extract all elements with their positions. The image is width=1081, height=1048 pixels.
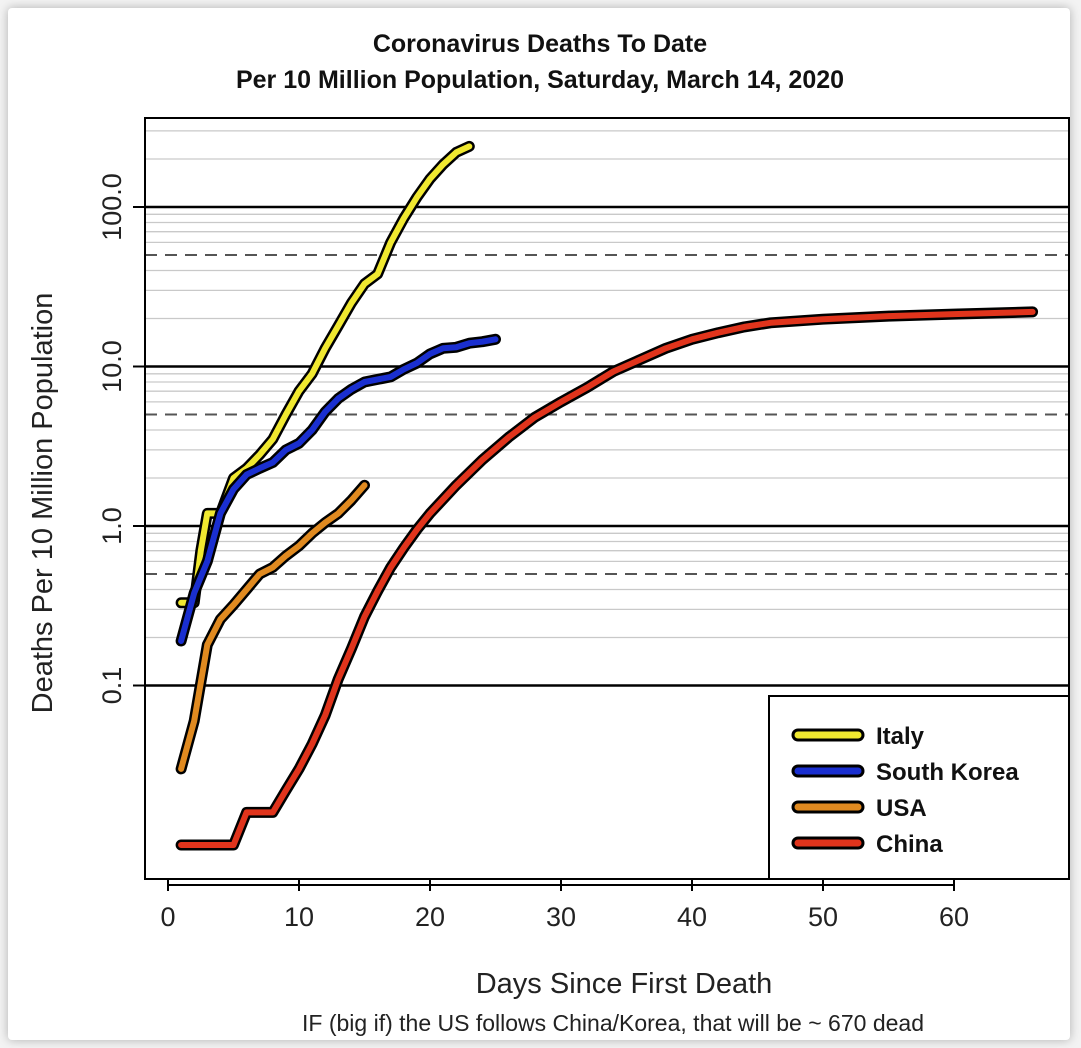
x-tick-label: 40: [677, 902, 707, 932]
legend-label-usa: USA: [876, 795, 927, 822]
x-tick-label: 10: [284, 902, 314, 932]
chart-title: Coronavirus Deaths To Date: [373, 30, 707, 58]
series-lines: [175, 140, 1039, 851]
y-tick-label: 0.1: [97, 667, 127, 705]
legend-item-usa: USA: [791, 795, 927, 822]
chart-svg: Coronavirus Deaths To Date Per 10 Millio…: [27, 30, 1070, 1036]
legend-item-china: China: [791, 831, 943, 858]
y-tick-label: 1.0: [97, 507, 127, 545]
x-tick-label: 0: [160, 902, 175, 932]
plot-border: [144, 117, 1070, 880]
legend-item-italy: Italy: [791, 723, 925, 750]
legend-label-south-korea: South Korea: [876, 759, 1019, 786]
x-tick-label: 30: [546, 902, 576, 932]
y-tick-label: 10.0: [97, 340, 127, 393]
x-tick-label: 50: [808, 902, 838, 932]
series-south-korea: [175, 333, 501, 647]
legend-item-south-korea: South Korea: [791, 759, 1019, 786]
y-tick-label: 100.0: [97, 173, 127, 241]
axes: 0 10 20 30 40 50 60 0.1 1.0 10.0 100.0: [97, 173, 969, 932]
series-china: [175, 306, 1039, 851]
chart-frame: Coronavirus Deaths To Date Per 10 Millio…: [8, 8, 1070, 1040]
series-usa: [175, 479, 370, 775]
y-axis-title: Deaths Per 10 Million Population: [27, 293, 59, 714]
series-line-usa: [178, 482, 368, 772]
legend-label-italy: Italy: [876, 723, 925, 750]
x-tick-label: 20: [415, 902, 445, 932]
legend: Italy South Korea USA China: [768, 695, 1070, 880]
footnote: IF (big if) the US follows China/Korea, …: [302, 1010, 924, 1036]
chart-subtitle: Per 10 Million Population, Saturday, Mar…: [236, 66, 844, 94]
x-axis-title: Days Since First Death: [476, 968, 773, 1000]
series-line-south-korea: [178, 336, 499, 644]
series-line-china: [178, 308, 1036, 848]
legend-label-china: China: [876, 831, 943, 858]
x-tick-label: 60: [939, 902, 969, 932]
